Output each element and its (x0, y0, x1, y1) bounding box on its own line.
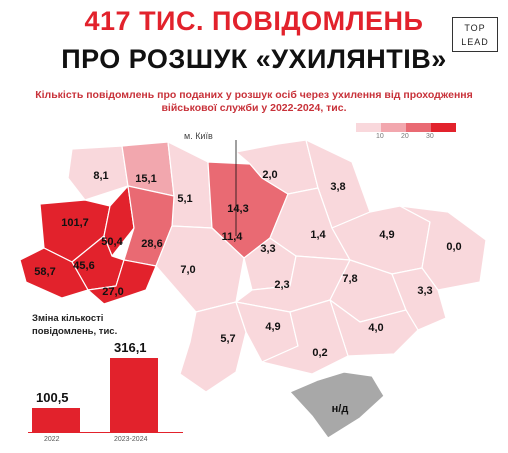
bar-2022 (32, 408, 80, 432)
bar-chart-title-line-1: Зміна кількості (32, 313, 104, 324)
legend-swatch-2 (381, 123, 406, 132)
region-odesa (179, 301, 247, 393)
label-zaporizhzhia: 4,0 (368, 322, 383, 334)
label-ternopil: 50,4 (101, 236, 123, 248)
bar-category-2022: 2022 (44, 436, 60, 443)
bar-chart-title-line-2: повідомлень, тис. (32, 326, 118, 337)
bar-chart-axis (28, 432, 183, 433)
brand-logo: TOP LEAD (452, 17, 498, 52)
label-dnipropetrovsk: 7,8 (342, 273, 357, 285)
subtitle-line-2: військової служби у 2022-2024, тис. (161, 102, 347, 114)
label-zhytomyr: 5,1 (177, 193, 192, 205)
legend-swatch-4 (431, 123, 456, 132)
label-kirovohrad: 2,3 (274, 279, 289, 291)
title-line-2: ПРО РОЗШУК «УХИЛЯНТІВ» (61, 44, 447, 74)
bar-2023-2024 (110, 358, 158, 432)
label-kherson: 0,2 (312, 347, 327, 359)
label-khmelnytskyi: 28,6 (141, 238, 162, 250)
label-odesa: 5,7 (220, 333, 235, 345)
label-mykolaiv: 4,9 (265, 321, 280, 333)
region-crimea (289, 371, 385, 439)
label-lviv: 101,7 (61, 217, 89, 229)
label-volyn: 8,1 (93, 170, 108, 182)
region-zhytomyr (167, 141, 213, 229)
label-kharkiv: 4,9 (379, 229, 394, 241)
subtitle: Кількість повідомлень про поданих у розш… (10, 89, 498, 115)
bar-category-2023-2024: 2023-2024 (114, 436, 148, 443)
kyiv-label: м. Київ (184, 131, 213, 141)
subtitle-line-1: Кількість повідомлень про поданих у розш… (35, 89, 473, 101)
region-volyn (67, 145, 129, 201)
ukraine-map: 8,1 15,1 5,1 14,3 11,4 2,0 3,8 101,7 50,… (19, 139, 487, 439)
label-ivano-frankivsk: 45,6 (73, 260, 94, 272)
label-sumy: 3,8 (330, 181, 345, 193)
label-donetsk: 3,3 (417, 285, 432, 297)
logo-text-top: TOP (464, 23, 486, 33)
region-ternopil (103, 185, 135, 257)
legend-swatch-3 (406, 123, 431, 132)
logo-text-bottom: LEAD (461, 37, 489, 47)
region-luhansk (399, 205, 487, 291)
legend-swatch-1 (356, 123, 381, 132)
title-line-1: 417 ТИС. ПОВІДОМЛЕНЬ (84, 6, 424, 36)
label-cherkasy: 3,3 (260, 243, 275, 255)
label-crimea: н/д (332, 403, 349, 415)
bar-value-2023-2024: 316,1 (114, 340, 147, 355)
label-kyiv-oblast: 14,3 (227, 203, 248, 215)
label-kyiv-city: 11,4 (222, 231, 244, 243)
label-zakarpattia: 58,7 (34, 266, 55, 278)
bar-value-2022: 100,5 (36, 390, 69, 405)
label-chernivtsi: 27,0 (102, 286, 123, 298)
label-luhansk: 0,0 (446, 241, 461, 253)
label-poltava: 1,4 (310, 229, 326, 241)
label-chernihiv: 2,0 (262, 169, 277, 181)
legend-label-20: 20 (401, 133, 409, 140)
region-kherson (261, 299, 349, 375)
label-vinnytsia: 7,0 (180, 264, 195, 276)
bar-chart-title: Зміна кількості повідомлень, тис. (32, 312, 117, 338)
label-rivne: 15,1 (135, 173, 156, 185)
legend-label-30: 30 (426, 133, 434, 140)
legend-label-10: 10 (376, 133, 384, 140)
